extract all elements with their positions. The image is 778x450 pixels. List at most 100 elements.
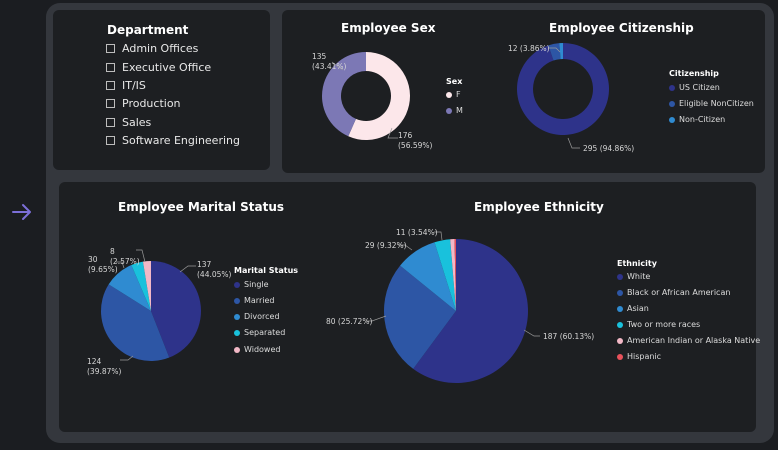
legend-dot-icon bbox=[234, 297, 240, 304]
marital-slice-separated[interactable] bbox=[131, 261, 151, 311]
legend-dot-icon bbox=[234, 281, 240, 288]
legend-label: M bbox=[456, 106, 463, 115]
legend-dot-icon bbox=[234, 329, 240, 336]
ethnicity-slice-black[interactable] bbox=[384, 265, 456, 369]
citizenship-legend-item-non[interactable]: Non-Citizen bbox=[669, 115, 725, 124]
leader-line bbox=[434, 231, 443, 241]
department-option-itis[interactable]: IT/IS bbox=[106, 79, 146, 92]
legend-label: Asian bbox=[627, 304, 649, 313]
marital-legend-item-divorced[interactable]: Divorced bbox=[234, 312, 280, 321]
citizenship-legend-title: Citizenship bbox=[669, 69, 719, 78]
marital-legend-item-single[interactable]: Single bbox=[234, 280, 269, 289]
legend-dot-icon bbox=[617, 289, 623, 296]
legend-label: Single bbox=[244, 280, 269, 289]
department-option-label: Admin Offices bbox=[122, 42, 199, 55]
ethnicity-legend-item-asian[interactable]: Asian bbox=[617, 304, 649, 313]
legend-label: Eligible NonCitizen bbox=[679, 99, 754, 108]
ethnicity-legend-item-two-or-more[interactable]: Two or more races bbox=[617, 320, 700, 329]
checkbox-icon[interactable] bbox=[106, 136, 115, 145]
ethnicity-slice-hispanic[interactable] bbox=[454, 239, 456, 311]
legend-label: Two or more races bbox=[627, 320, 701, 329]
marital-slice-divorced[interactable] bbox=[108, 265, 151, 311]
citizenship-slice-eligible-noncitizen[interactable] bbox=[548, 43, 561, 61]
checkbox-icon[interactable] bbox=[106, 118, 115, 127]
marital-slice-widowed[interactable] bbox=[142, 261, 151, 311]
ethnicity-legend-title: Ethnicity bbox=[617, 259, 657, 268]
sex-legend-item-m[interactable]: M bbox=[446, 106, 463, 115]
legend-label: Black or African American bbox=[627, 288, 731, 297]
legend-dot-icon bbox=[234, 313, 240, 320]
marital-legend-title: Marital Status bbox=[234, 266, 299, 275]
ethnicity-slice-two-or-more[interactable] bbox=[434, 239, 456, 311]
legend-dot-icon bbox=[669, 100, 675, 107]
ethnicity-legend-item-american-indian[interactable]: American Indian or Alaska Native bbox=[617, 336, 760, 345]
marital-label-single: 137 (44.05%) bbox=[197, 260, 232, 279]
sex-label-m: 135 (43.41%) bbox=[312, 52, 347, 71]
checkbox-icon[interactable] bbox=[106, 99, 115, 108]
ethnicity-label-asian: 29 (9.32%) bbox=[365, 241, 407, 250]
checkbox-icon[interactable] bbox=[106, 63, 115, 72]
marital-legend-item-separated[interactable]: Separated bbox=[234, 328, 285, 337]
sex-chart-title: Employee Sex bbox=[341, 21, 436, 35]
department-option-admin-offices[interactable]: Admin Offices bbox=[106, 42, 198, 55]
legend-label: Hispanic bbox=[627, 352, 662, 361]
ethnicity-label-white: 187 (60.13%) bbox=[543, 332, 595, 341]
sex-slice-f[interactable] bbox=[348, 52, 410, 140]
department-option-label: Executive Office bbox=[122, 61, 212, 74]
marital-slice-married[interactable] bbox=[101, 284, 170, 361]
department-option-executive-office[interactable]: Executive Office bbox=[106, 61, 211, 74]
leader-line bbox=[567, 137, 580, 149]
marital-slice-single[interactable] bbox=[151, 261, 201, 358]
ethnicity-slice-american-indian[interactable] bbox=[450, 239, 456, 311]
leader-line bbox=[387, 127, 398, 139]
department-option-production[interactable]: Production bbox=[106, 97, 181, 110]
sex-legend-title: Sex bbox=[446, 77, 463, 86]
ethnicity-legend-item-white[interactable]: White bbox=[617, 272, 650, 281]
ethnicity-legend-item-hispanic[interactable]: Hispanic bbox=[617, 352, 661, 361]
citizenship-slice-us-citizen[interactable] bbox=[517, 43, 609, 135]
legend-dot-icon bbox=[617, 321, 623, 328]
ethnicity-slice-white[interactable] bbox=[413, 239, 528, 383]
marital-legend-item-married[interactable]: Married bbox=[234, 296, 274, 305]
marital-label-divorced: 30 (9.65%) bbox=[88, 255, 118, 274]
legend-dot-icon bbox=[617, 305, 623, 312]
legend-dot-icon bbox=[669, 116, 675, 123]
marital-label-married: 124 (39.87%) bbox=[87, 357, 122, 376]
legend-label: F bbox=[456, 90, 461, 99]
citizenship-legend-item-us[interactable]: US Citizen bbox=[669, 83, 720, 92]
legend-dot-icon bbox=[669, 84, 675, 91]
checkbox-icon[interactable] bbox=[106, 81, 115, 90]
checkbox-icon[interactable] bbox=[106, 44, 115, 53]
marital-chart-title: Employee Marital Status bbox=[118, 200, 285, 214]
legend-label: Separated bbox=[244, 328, 286, 337]
marital-legend-item-widowed[interactable]: Widowed bbox=[234, 345, 280, 354]
leader-line bbox=[331, 61, 344, 71]
department-slicer-panel bbox=[53, 10, 270, 170]
sex-legend-item-f[interactable]: F bbox=[446, 90, 461, 99]
leader-line bbox=[398, 244, 413, 251]
sex-slice-m[interactable] bbox=[322, 52, 366, 137]
department-option-software-engineering[interactable]: Software Engineering bbox=[106, 134, 240, 147]
legend-dot-icon bbox=[446, 107, 452, 114]
legend-label: Non-Citizen bbox=[679, 115, 726, 124]
citizenship-chart-title: Employee Citizenship bbox=[549, 21, 694, 35]
ethnicity-chart-title: Employee Ethnicity bbox=[474, 200, 604, 214]
leader-line bbox=[523, 329, 540, 337]
arrow-right-icon[interactable] bbox=[11, 201, 33, 223]
ethnicity-slice-asian[interactable] bbox=[400, 242, 456, 311]
sex-label-f: 176 (56.59%) bbox=[398, 131, 433, 150]
leader-line bbox=[120, 355, 134, 361]
department-option-sales[interactable]: Sales bbox=[106, 116, 151, 129]
citizenship-slice-non-citizen[interactable] bbox=[559, 43, 563, 60]
ethnicity-label-two-or-more: 11 (3.54%) bbox=[396, 228, 438, 237]
ethnicity-legend-item-black[interactable]: Black or African American bbox=[617, 288, 730, 297]
legend-dot-icon bbox=[446, 91, 452, 98]
department-slicer-title: Department bbox=[107, 23, 189, 37]
citizenship-legend-item-eligible[interactable]: Eligible NonCitizen bbox=[669, 99, 754, 108]
leader-line bbox=[366, 315, 387, 322]
legend-label: Divorced bbox=[244, 312, 280, 321]
ethnicity-label-black: 80 (25.72%) bbox=[326, 317, 373, 326]
legend-label: Widowed bbox=[244, 345, 281, 354]
legend-label: American Indian or Alaska Native bbox=[627, 336, 761, 345]
